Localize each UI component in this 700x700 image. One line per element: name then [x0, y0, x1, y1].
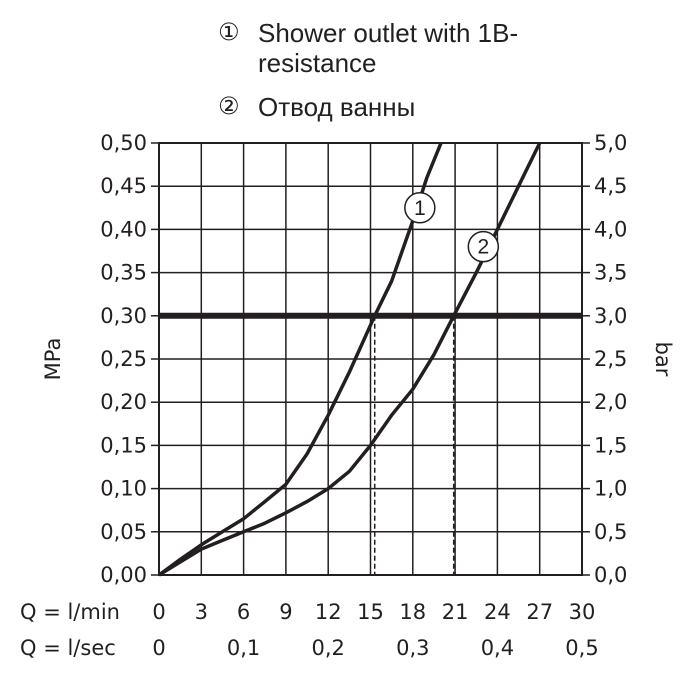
x-tick-label-lmin: 9	[279, 600, 292, 624]
legend-marker-1: ①	[218, 18, 240, 46]
legend-marker-2: ②	[218, 92, 240, 120]
series-label-circle-1	[404, 192, 436, 224]
x-tick-label-lmin: 27	[526, 600, 553, 624]
legend-item-shower-outlet: ① Shower outlet with 1B-resistance	[218, 18, 688, 78]
y-right-tick-label: 1,5	[594, 433, 627, 457]
x-tick-label-lmin: 21	[442, 600, 469, 624]
x-axis-row-label-lsec: Q = l/sec	[20, 636, 116, 660]
x-tick-label-lmin: 18	[399, 600, 426, 624]
x-tick-label-lmin: 12	[315, 600, 342, 624]
x-tick-label-lmin: 6	[237, 600, 250, 624]
x-tick-label-lsec: 0,2	[311, 636, 344, 660]
x-tick-label-lmin: 24	[484, 600, 511, 624]
x-axis-row-label-lmin: Q = l/min	[20, 600, 120, 624]
y-left-tick-label: 0,40	[100, 217, 147, 241]
y-left-tick-label: 0,50	[100, 131, 147, 155]
dashed-drop-lines	[373, 315, 455, 575]
series-line-2	[158, 142, 542, 577]
y-left-tick-label: 0,10	[100, 477, 147, 501]
y-left-tick-label: 0,20	[100, 390, 147, 414]
y-right-tick-label: 2,5	[594, 347, 627, 371]
x-tick-label-lmin: 15	[357, 600, 384, 624]
grid	[158, 142, 583, 576]
legend-text-1: Shower outlet with 1B-resistance	[258, 18, 519, 78]
x-tick-label-lsec: 0,4	[481, 636, 514, 660]
y-left-tick-label: 0,05	[100, 520, 147, 544]
x-tick-label-lsec: 0,5	[565, 636, 598, 660]
y-right-tick-label: 0,0	[594, 563, 627, 587]
y-right-tick-label: 5,0	[594, 131, 627, 155]
series-line-1	[157, 142, 443, 577]
y-left-tick-label: 0,15	[100, 433, 147, 457]
x-tick-label-lmin: 30	[569, 600, 596, 624]
y-left-axis-title: MPa	[41, 338, 65, 381]
y-right-tick-label: 2,0	[594, 390, 627, 414]
y-left-tick-label: 0,30	[100, 304, 147, 328]
y-right-tick-label: 3,0	[594, 304, 627, 328]
y-right-tick-label: 4,0	[594, 217, 627, 241]
y-right-axis-title: bar	[651, 342, 675, 377]
y-left-tick-label: 0,00	[100, 563, 147, 587]
y-left-tick-label: 0,25	[100, 347, 147, 371]
x-tick-label-lsec: 0,3	[396, 636, 429, 660]
x-tick-label-lsec: 0,1	[227, 636, 260, 660]
axes	[151, 142, 590, 576]
tick-labels: 0,000,050,100,150,200,250,300,350,400,45…	[20, 131, 675, 660]
x-tick-label-lmin: 0	[152, 600, 165, 624]
x-tick-label-lsec: 0	[152, 636, 165, 660]
legend-item-bath-outlet: ② Отвод ванны	[218, 92, 688, 122]
y-right-tick-label: 3,5	[594, 261, 627, 285]
y-left-tick-label: 0,35	[100, 261, 147, 285]
series-label-1: 1	[414, 197, 426, 220]
y-right-tick-label: 0,5	[594, 520, 627, 544]
legend: ① Shower outlet with 1B-resistance ② Отв…	[218, 18, 688, 136]
y-right-tick-label: 1,0	[594, 477, 627, 501]
legend-text-2: Отвод ванны	[258, 92, 416, 122]
series-label-circle-2	[467, 230, 500, 263]
x-tick-label-lmin: 3	[195, 600, 208, 624]
y-left-tick-label: 0,45	[100, 174, 147, 198]
series-layer: 12	[157, 142, 542, 577]
y-right-tick-label: 4,5	[594, 174, 627, 198]
series-label-2: 2	[477, 236, 489, 259]
